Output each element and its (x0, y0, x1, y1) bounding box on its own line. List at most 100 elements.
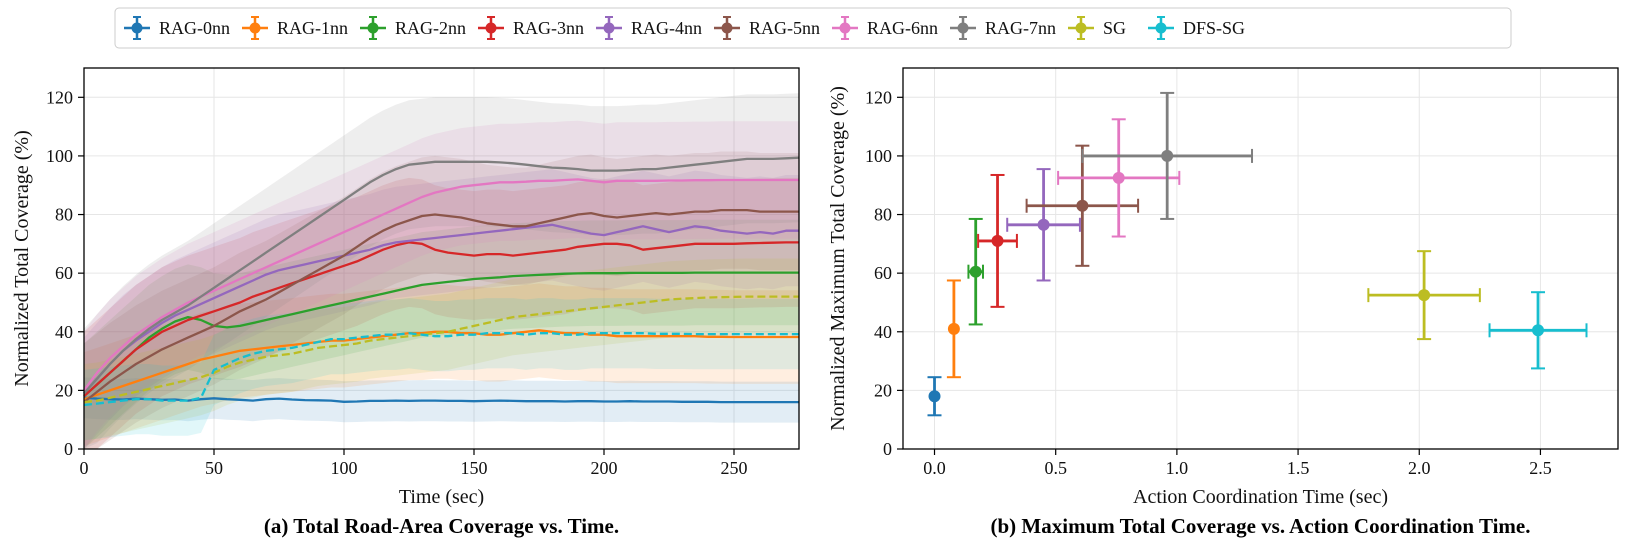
panel-a-ytick-label: 20 (55, 380, 73, 400)
panel-b-ytick-label: 40 (874, 322, 892, 342)
legend-label: RAG-6nn (867, 18, 938, 38)
band-rag-7nn (84, 93, 799, 449)
point-marker (1532, 324, 1545, 337)
series-line-rag-7nn (83, 156, 800, 395)
legend-marker-dot (1155, 22, 1167, 34)
panel-b-xtick-label: 2.0 (1408, 458, 1431, 478)
legend-entry-dfs-sg: DFS-SG (1148, 16, 1245, 40)
legend-marker-dot (485, 22, 497, 34)
point-dfs-sg (1488, 291, 1588, 370)
point-rag-0nn (927, 376, 942, 417)
legend-label: RAG-7nn (985, 18, 1056, 38)
series-line-sg (83, 295, 799, 404)
legend-marker-dot (603, 22, 615, 34)
point-marker (969, 265, 982, 278)
band-rag-6nn (84, 120, 799, 450)
point-rag-6nn (1057, 118, 1181, 238)
legend-entry-rag-7nn: RAG-7nn (950, 16, 1056, 40)
point-rag-1nn (946, 279, 961, 379)
legend-label: RAG-3nn (513, 18, 584, 38)
panel-b-ylabel: Normalized Maximum Total Coverage (%) (827, 86, 849, 431)
legend-entry-rag-0nn: RAG-0nn (124, 16, 230, 40)
panel-a-ytick-label: 120 (46, 87, 73, 107)
legend-label: RAG-4nn (631, 18, 702, 38)
panel-a-series-lines (83, 156, 800, 407)
series-line-rag-3nn (83, 241, 799, 398)
legend-marker-dot (839, 22, 851, 34)
panel-b-ytick-label: 100 (865, 146, 892, 166)
panel-a-xtick-label: 250 (721, 458, 748, 478)
panel-b-ytick-label: 0 (883, 439, 892, 459)
panel-a-ytick-label: 80 (55, 205, 73, 225)
legend-label: RAG-1nn (277, 18, 348, 38)
panel-a-ytick-label: 100 (46, 146, 73, 166)
point-marker (947, 322, 960, 335)
panel-b-ytick-label: 20 (874, 380, 892, 400)
legend-entry-rag-6nn: RAG-6nn (832, 16, 938, 40)
series-line-dfs-sg (83, 332, 799, 407)
legend-label: SG (1103, 18, 1126, 38)
panel-b-ytick-label: 120 (865, 87, 892, 107)
series-line-rag-2nn (83, 271, 799, 398)
series-line-rag-5nn (83, 208, 799, 404)
panel-a-xlabel: Time (sec) (399, 486, 484, 508)
legend-marker-dot (721, 22, 733, 34)
point-marker (928, 390, 941, 403)
point-marker (991, 234, 1004, 247)
panel-a-axes-frame (83, 67, 800, 450)
panel-b-ticks: 0.0 0.5 1.0 1.5 2.0 2.5 0 20 40 60 80 100 120 (865, 87, 1552, 478)
legend-entry-rag-2nn: RAG-2nn (360, 16, 466, 40)
point-rag-4nn (1006, 168, 1081, 282)
panel-a-confidence-bands (84, 93, 799, 450)
point-marker (1112, 171, 1125, 184)
panel-b-caption: (b) Maximum Total Coverage vs. Action Co… (991, 514, 1531, 538)
point-marker (1076, 199, 1089, 212)
point-marker (1037, 218, 1050, 231)
legend-marker-dot (249, 22, 261, 34)
point-sg (1367, 250, 1481, 341)
panel-b-xlabel: Action Coordination Time (sec) (1133, 486, 1388, 508)
panel-b-xtick-label: 0.0 (923, 458, 946, 478)
panel-b-xtick-label: 1.5 (1287, 458, 1310, 478)
panel-b-points (927, 91, 1588, 417)
band-rag-3nn (84, 177, 799, 449)
series-line-rag-4nn (83, 223, 799, 395)
point-rag-2nn (967, 217, 984, 326)
legend-entry-rag-5nn: RAG-5nn (714, 16, 820, 40)
panel-a-xtick-label: 100 (331, 458, 358, 478)
panel-b-ytick-label: 60 (874, 263, 892, 283)
panel-b-xtick-label: 0.5 (1044, 458, 1067, 478)
panel-a-xtick-label: 0 (80, 458, 89, 478)
panel-a-ytick-label: 60 (55, 263, 73, 283)
panel-a-caption: (a) Total Road-Area Coverage vs. Time. (264, 514, 619, 538)
panel-b-errorbar-chart: 0.0 0.5 1.0 1.5 2.0 2.5 0 20 40 60 80 100 120 Action… (827, 67, 1619, 538)
legend-marker-dot (367, 22, 379, 34)
panel-b-xtick-label: 1.0 (1166, 458, 1189, 478)
legend-entry-rag-1nn: RAG-1nn (242, 16, 348, 40)
band-rag-5nn (84, 151, 799, 449)
legend-entry-rag-4nn: RAG-4nn (596, 16, 702, 40)
legend-marker-dot (957, 22, 969, 34)
series-line-rag-0nn (83, 396, 799, 404)
panel-a-xtick-label: 200 (591, 458, 618, 478)
point-rag-7nn (1081, 91, 1254, 220)
panel-b-grid (903, 68, 1618, 450)
legend-entry-rag-3nn: RAG-3nn (478, 16, 584, 40)
panel-a-ylabel: Normalized Total Coverage (%) (11, 130, 33, 386)
panel-a-ytick-label: 0 (64, 439, 73, 459)
legend-label: RAG-2nn (395, 18, 466, 38)
panel-a-line-chart: 0 50 100 150 200 250 0 20 40 60 80 100 120 Time (sec… (11, 67, 800, 538)
band-dfs-sg (84, 298, 799, 441)
band-rag-4nn (84, 169, 799, 449)
panel-b-axes-frame (902, 67, 1619, 450)
panel-a-ytick-label: 40 (55, 322, 73, 342)
point-rag-3nn (977, 173, 1018, 308)
point-marker (1161, 149, 1174, 162)
legend: RAG-0nn RAG-1nn RAG-2nn RAG-3nn RAG-4nn RAG-5… (114, 7, 1512, 49)
panel-a-xtick-label: 150 (461, 458, 488, 478)
panel-b-xtick-label: 2.5 (1529, 458, 1552, 478)
legend-label: DFS-SG (1183, 18, 1245, 38)
band-rag-1nn (84, 283, 799, 447)
legend-marker-dot (1075, 22, 1087, 34)
